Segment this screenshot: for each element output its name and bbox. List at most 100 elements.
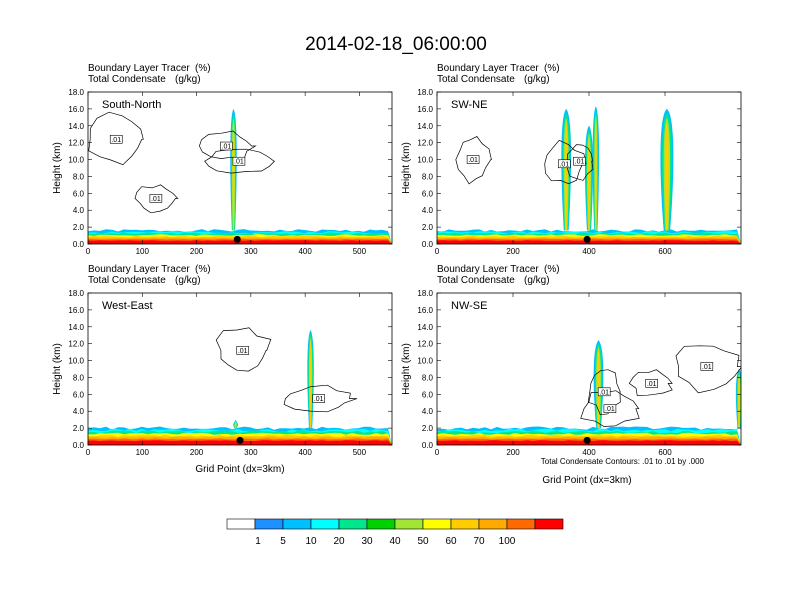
- field-units: (%): [544, 63, 560, 74]
- y-axis-label: Height (km): [401, 142, 412, 194]
- contour-label-box: [236, 346, 250, 355]
- y-tick-label: 18.0: [417, 289, 433, 298]
- y-tick-label: 12.0: [417, 139, 433, 148]
- x-tick-label: 100: [136, 448, 150, 457]
- tracer-band: [88, 240, 392, 244]
- x-tick-label: 0: [435, 448, 440, 457]
- x-axis-label-left: Grid Point (dx=3km): [195, 464, 284, 475]
- plot-area: [88, 108, 392, 244]
- contour-units: (g/kg): [175, 74, 201, 85]
- cross-section-label: South-North: [102, 99, 161, 111]
- cross-section-label: West-East: [102, 300, 153, 312]
- y-tick-label: 14.0: [417, 323, 433, 332]
- panels: .01 .01 .01 .01 0.0 2.0 4.0 6.0 8.0 10.0 12.0 14.0 1…: [52, 63, 742, 457]
- condensate-contour: [675, 345, 741, 394]
- contour-label: .01: [575, 159, 585, 166]
- y-tick-label: 8.0: [422, 373, 434, 382]
- y-tick-label: 0.0: [73, 441, 85, 450]
- field-units: (%): [544, 264, 560, 275]
- field-units: (%): [195, 264, 211, 275]
- condensate-contour: [215, 327, 272, 372]
- condensate-contour: [283, 384, 358, 413]
- y-tick-label: 4.0: [73, 206, 85, 215]
- panel-west-east: .01 .01 0.0 2.0 4.0 6.0 8.0 10.0 12.0 14.0 16.0 18.…: [52, 264, 393, 457]
- condensate-contour: [134, 184, 179, 214]
- contour-label: .01: [314, 396, 324, 403]
- panel-frame: [436, 292, 742, 446]
- contour-label: .01: [111, 137, 121, 144]
- field-title: Boundary Layer Tracer: [88, 264, 190, 275]
- contour-title: Total Condensate: [437, 275, 515, 286]
- contour-label-box: [573, 156, 586, 166]
- cross-section-label: NW-SE: [451, 300, 487, 312]
- contour-label: .01: [647, 381, 657, 388]
- contour-label-box: [597, 387, 611, 397]
- y-tick-label: 12.0: [417, 340, 433, 349]
- y-axis-label: Height (km): [401, 343, 412, 395]
- y-tick-label: 8.0: [73, 172, 85, 181]
- y-tick-label: 6.0: [422, 390, 434, 399]
- y-tick-label: 16.0: [68, 306, 84, 315]
- legend-swatch: [366, 518, 396, 530]
- x-axis-label-right: Grid Point (dx=3km): [542, 475, 631, 486]
- x-tick-label: 200: [506, 448, 520, 457]
- x-tick-label: 500: [353, 448, 367, 457]
- contour-label-box: [700, 362, 714, 371]
- updraft-plume: [665, 122, 669, 231]
- contour-label: .01: [559, 161, 569, 168]
- x-tick-label: 0: [86, 448, 91, 457]
- y-tick-label: 0.0: [73, 240, 85, 249]
- contour-label: .01: [702, 364, 712, 371]
- x-tick-label: 0: [435, 247, 440, 256]
- legend-swatch: [450, 518, 480, 530]
- condensate-contour: [566, 144, 594, 181]
- contour-title: Total Condensate: [437, 74, 515, 85]
- panel-south-north: .01 .01 .01 .01 0.0 2.0 4.0 6.0 8.0 10.0 12.0 14.0 1…: [52, 63, 393, 256]
- contour-label-box: [232, 156, 246, 166]
- contour-label: .01: [605, 406, 615, 413]
- legend-label: 10: [305, 536, 317, 547]
- x-tick-label: 600: [658, 448, 672, 457]
- y-axis-label: Height (km): [52, 142, 63, 194]
- contour-label-box: [149, 194, 163, 203]
- contour-label-box: [312, 394, 326, 403]
- x-tick-label: 100: [136, 247, 150, 256]
- contour-label-box: [557, 159, 571, 169]
- x-tick-label: 400: [298, 448, 312, 457]
- y-axis-label: Height (km): [52, 343, 63, 395]
- legend-label: 40: [389, 536, 401, 547]
- legend-label: 70: [473, 536, 485, 547]
- x-tick-label: 300: [244, 448, 258, 457]
- field-title: Boundary Layer Tracer: [88, 63, 190, 74]
- condensate-contour: [580, 390, 640, 427]
- y-tick-label: 4.0: [422, 407, 434, 416]
- contour-label: .01: [234, 159, 244, 166]
- condensate-contour: [204, 148, 276, 174]
- field-title: Boundary Layer Tracer: [437, 63, 539, 74]
- x-tick-label: 500: [353, 247, 367, 256]
- y-tick-label: 10.0: [68, 156, 84, 165]
- x-tick-label: 300: [244, 247, 258, 256]
- color-legend: 1 5 10 20 30 40 50 60 70 100: [226, 518, 564, 547]
- y-tick-label: 0.0: [422, 240, 434, 249]
- y-tick-label: 2.0: [422, 424, 434, 433]
- y-tick-label: 10.0: [417, 156, 433, 165]
- y-tick-label: 14.0: [68, 323, 84, 332]
- y-tick-label: 10.0: [68, 357, 84, 366]
- y-tick-label: 16.0: [68, 105, 84, 114]
- condensate-contour: [628, 369, 673, 396]
- legend-swatch: [534, 518, 564, 530]
- contour-label: .01: [599, 389, 609, 396]
- plot-area: [437, 340, 741, 445]
- y-tick-label: 4.0: [73, 407, 85, 416]
- field-units: (%): [195, 63, 211, 74]
- condensate-contour: [544, 139, 587, 185]
- legend-swatch: [338, 518, 368, 530]
- plot-area: [437, 106, 741, 244]
- legend-label: 100: [499, 536, 516, 547]
- y-tick-label: 14.0: [417, 122, 433, 131]
- legend-label: 20: [333, 536, 345, 547]
- y-tick-label: 6.0: [73, 189, 85, 198]
- panel-sw-ne: .01 .01 .01 0.0 2.0 4.0 6.0 8.0 10.0 12.0 14.0 16.0…: [401, 63, 742, 256]
